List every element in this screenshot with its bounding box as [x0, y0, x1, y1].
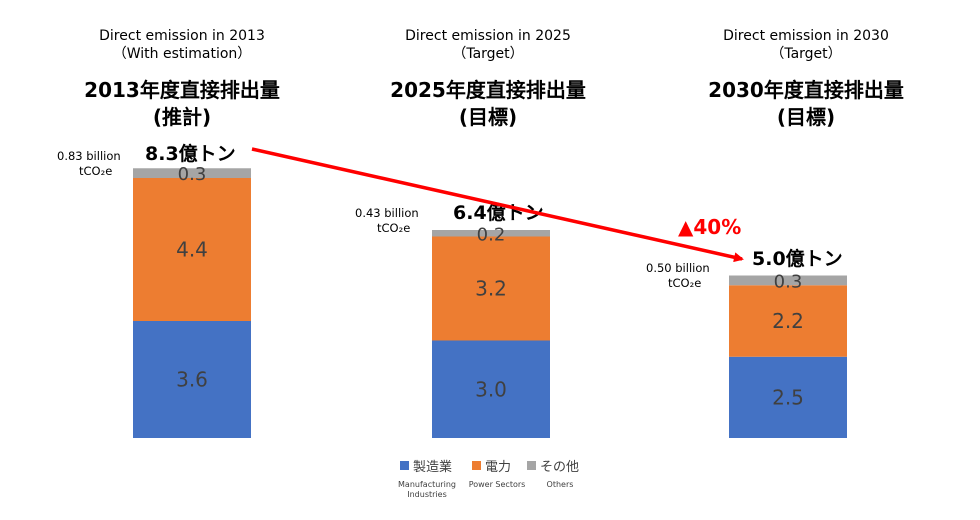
data-label-2013-1: 4.4 — [176, 238, 208, 262]
legend-sublabel-manufacturing: Manufacturing Industries — [398, 480, 456, 499]
legend-item-others: その他 — [527, 456, 579, 475]
header-en-title: Direct emission in 2030 — [723, 28, 889, 44]
data-label-2030-2: 0.3 — [774, 271, 803, 292]
legend-label: 電力 — [485, 460, 512, 475]
data-label-2030-0: 2.5 — [772, 385, 804, 409]
data-label-2025-1: 3.2 — [475, 277, 507, 301]
header-ja-title: 2025年度直接排出量 — [390, 78, 586, 102]
legend-label: その他 — [540, 460, 580, 475]
header-ja-title: 2013年度直接排出量 — [84, 78, 280, 102]
header-ja-subtitle: (推計) — [152, 105, 212, 129]
legend-swatch — [400, 461, 409, 470]
bar-segment-2030-1 — [729, 285, 847, 357]
legend-swatch — [472, 461, 481, 470]
header-ja-subtitle: (目標) — [458, 105, 518, 129]
bar-segment-2025-0 — [432, 340, 550, 438]
header-ja-subtitle: (目標) — [776, 105, 836, 129]
header-en-title: Direct emission in 2025 — [405, 28, 571, 44]
data-label-2025-2: 0.2 — [477, 224, 506, 245]
header-en-subtitle: （With estimation） — [112, 46, 252, 62]
header-2030: Direct emission in 2030 （Target） 2030年度直… — [676, 27, 936, 131]
legend-item-manufacturing: 製造業 — [400, 456, 452, 475]
header-en-subtitle: （Target） — [452, 46, 524, 62]
legend-label: 製造業 — [413, 460, 453, 475]
total-value-ja-2030: 5.0億トン — [752, 247, 843, 270]
bar-segment-2030-2 — [729, 275, 847, 286]
total-value-ja-2025: 6.4億トン — [453, 201, 544, 224]
legend-sublabel-power: Power Sectors — [468, 480, 526, 489]
bar-segment-2025-2 — [432, 230, 550, 237]
data-label-2013-2: 0.3 — [178, 164, 207, 185]
bar-segment-2030-0 — [729, 356, 847, 438]
header-2013: Direct emission in 2013 （With estimation… — [52, 27, 312, 131]
total-value-en-2025: 0.43 billion — [355, 206, 419, 220]
legend-sublabel-others: Others — [546, 480, 574, 489]
bar-segment-2013-2 — [133, 168, 251, 178]
total-unit-2030: tCO₂e — [668, 276, 701, 290]
reduction-label: ▲40% — [678, 215, 741, 239]
legend-swatch — [527, 461, 536, 470]
data-label-2025-0: 3.0 — [475, 377, 507, 401]
stacked-bar-chart: 3.6 4.4 0.3 3.0 3.2 0.2 2.5 2.2 0.3 8.3億トン 0.83 b… — [57, 142, 847, 438]
legend-item-power: 電力 — [472, 456, 511, 475]
bar-segment-2025-1 — [432, 236, 550, 341]
header-2025: Direct emission in 2025 （Target） 2025年度直… — [358, 27, 618, 131]
data-label-2013-0: 3.6 — [176, 368, 208, 392]
total-value-ja-2013: 8.3億トン — [145, 142, 236, 165]
bar-segment-2013-0 — [133, 321, 251, 438]
header-en-subtitle: （Target） — [770, 46, 842, 62]
header-en-title: Direct emission in 2013 — [99, 28, 265, 44]
total-unit-2013: tCO₂e — [79, 164, 112, 178]
header-ja-title: 2030年度直接排出量 — [708, 78, 904, 102]
total-value-en-2030: 0.50 billion — [646, 261, 710, 275]
total-value-en-2013: 0.83 billion — [57, 149, 121, 163]
bar-segment-2013-1 — [133, 178, 251, 321]
total-unit-2025: tCO₂e — [377, 221, 410, 235]
trend-arrow — [251, 147, 744, 263]
data-label-2030-1: 2.2 — [772, 309, 804, 333]
